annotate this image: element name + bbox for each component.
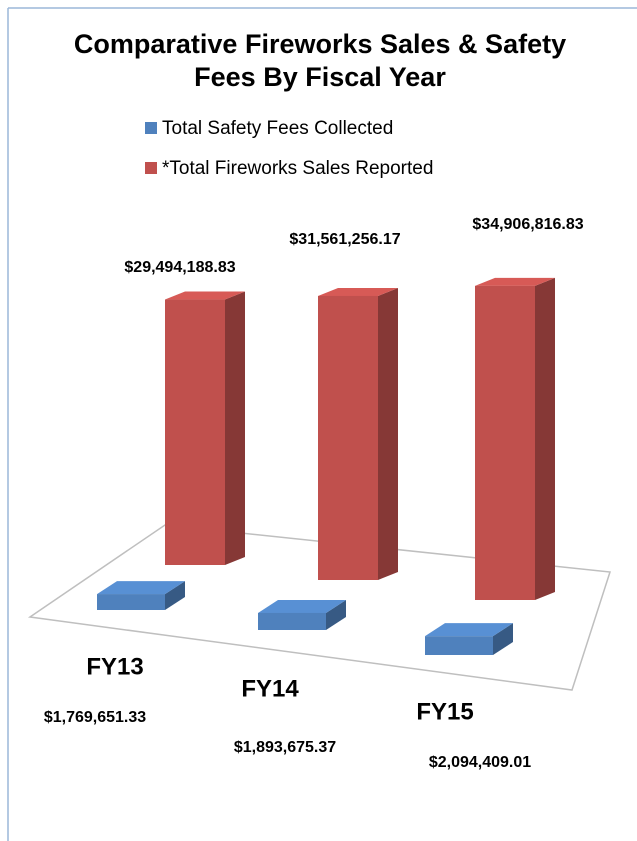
legend-swatch <box>145 162 157 174</box>
x-tick-label: FY14 <box>241 675 299 702</box>
bar-top <box>258 599 346 613</box>
value-label: $2,094,409.01 <box>429 754 531 771</box>
value-label: $34,906,816.83 <box>472 216 583 233</box>
bar-side <box>225 291 245 565</box>
legend-label: Total Safety Fees Collected <box>162 118 393 139</box>
value-label: $31,561,256.17 <box>289 231 400 248</box>
x-tick-label: FY15 <box>416 698 473 725</box>
legend-label: *Total Fireworks Sales Reported <box>162 158 433 179</box>
bar <box>318 295 378 580</box>
bar-side <box>535 277 555 600</box>
chart-title: Comparative Fireworks Sales & Safety Fee… <box>73 29 567 92</box>
bar-top <box>475 277 555 286</box>
value-label: $1,769,651.33 <box>44 709 146 726</box>
bar <box>258 612 326 630</box>
bar-top <box>318 287 398 296</box>
bar <box>425 636 493 655</box>
bar-side <box>165 581 185 610</box>
bar-top <box>165 291 245 300</box>
bar-side <box>326 599 346 630</box>
bar <box>475 285 535 600</box>
bar-side <box>378 287 398 580</box>
x-tick-label: FY13 <box>86 653 143 680</box>
legend-swatch <box>145 122 157 134</box>
bar-top <box>425 623 513 637</box>
bar <box>165 299 225 565</box>
bar <box>97 594 165 610</box>
value-label: $29,494,188.83 <box>124 259 235 276</box>
value-label: $1,893,675.37 <box>234 739 336 756</box>
bar-side <box>493 623 513 655</box>
bar-top <box>97 581 185 595</box>
